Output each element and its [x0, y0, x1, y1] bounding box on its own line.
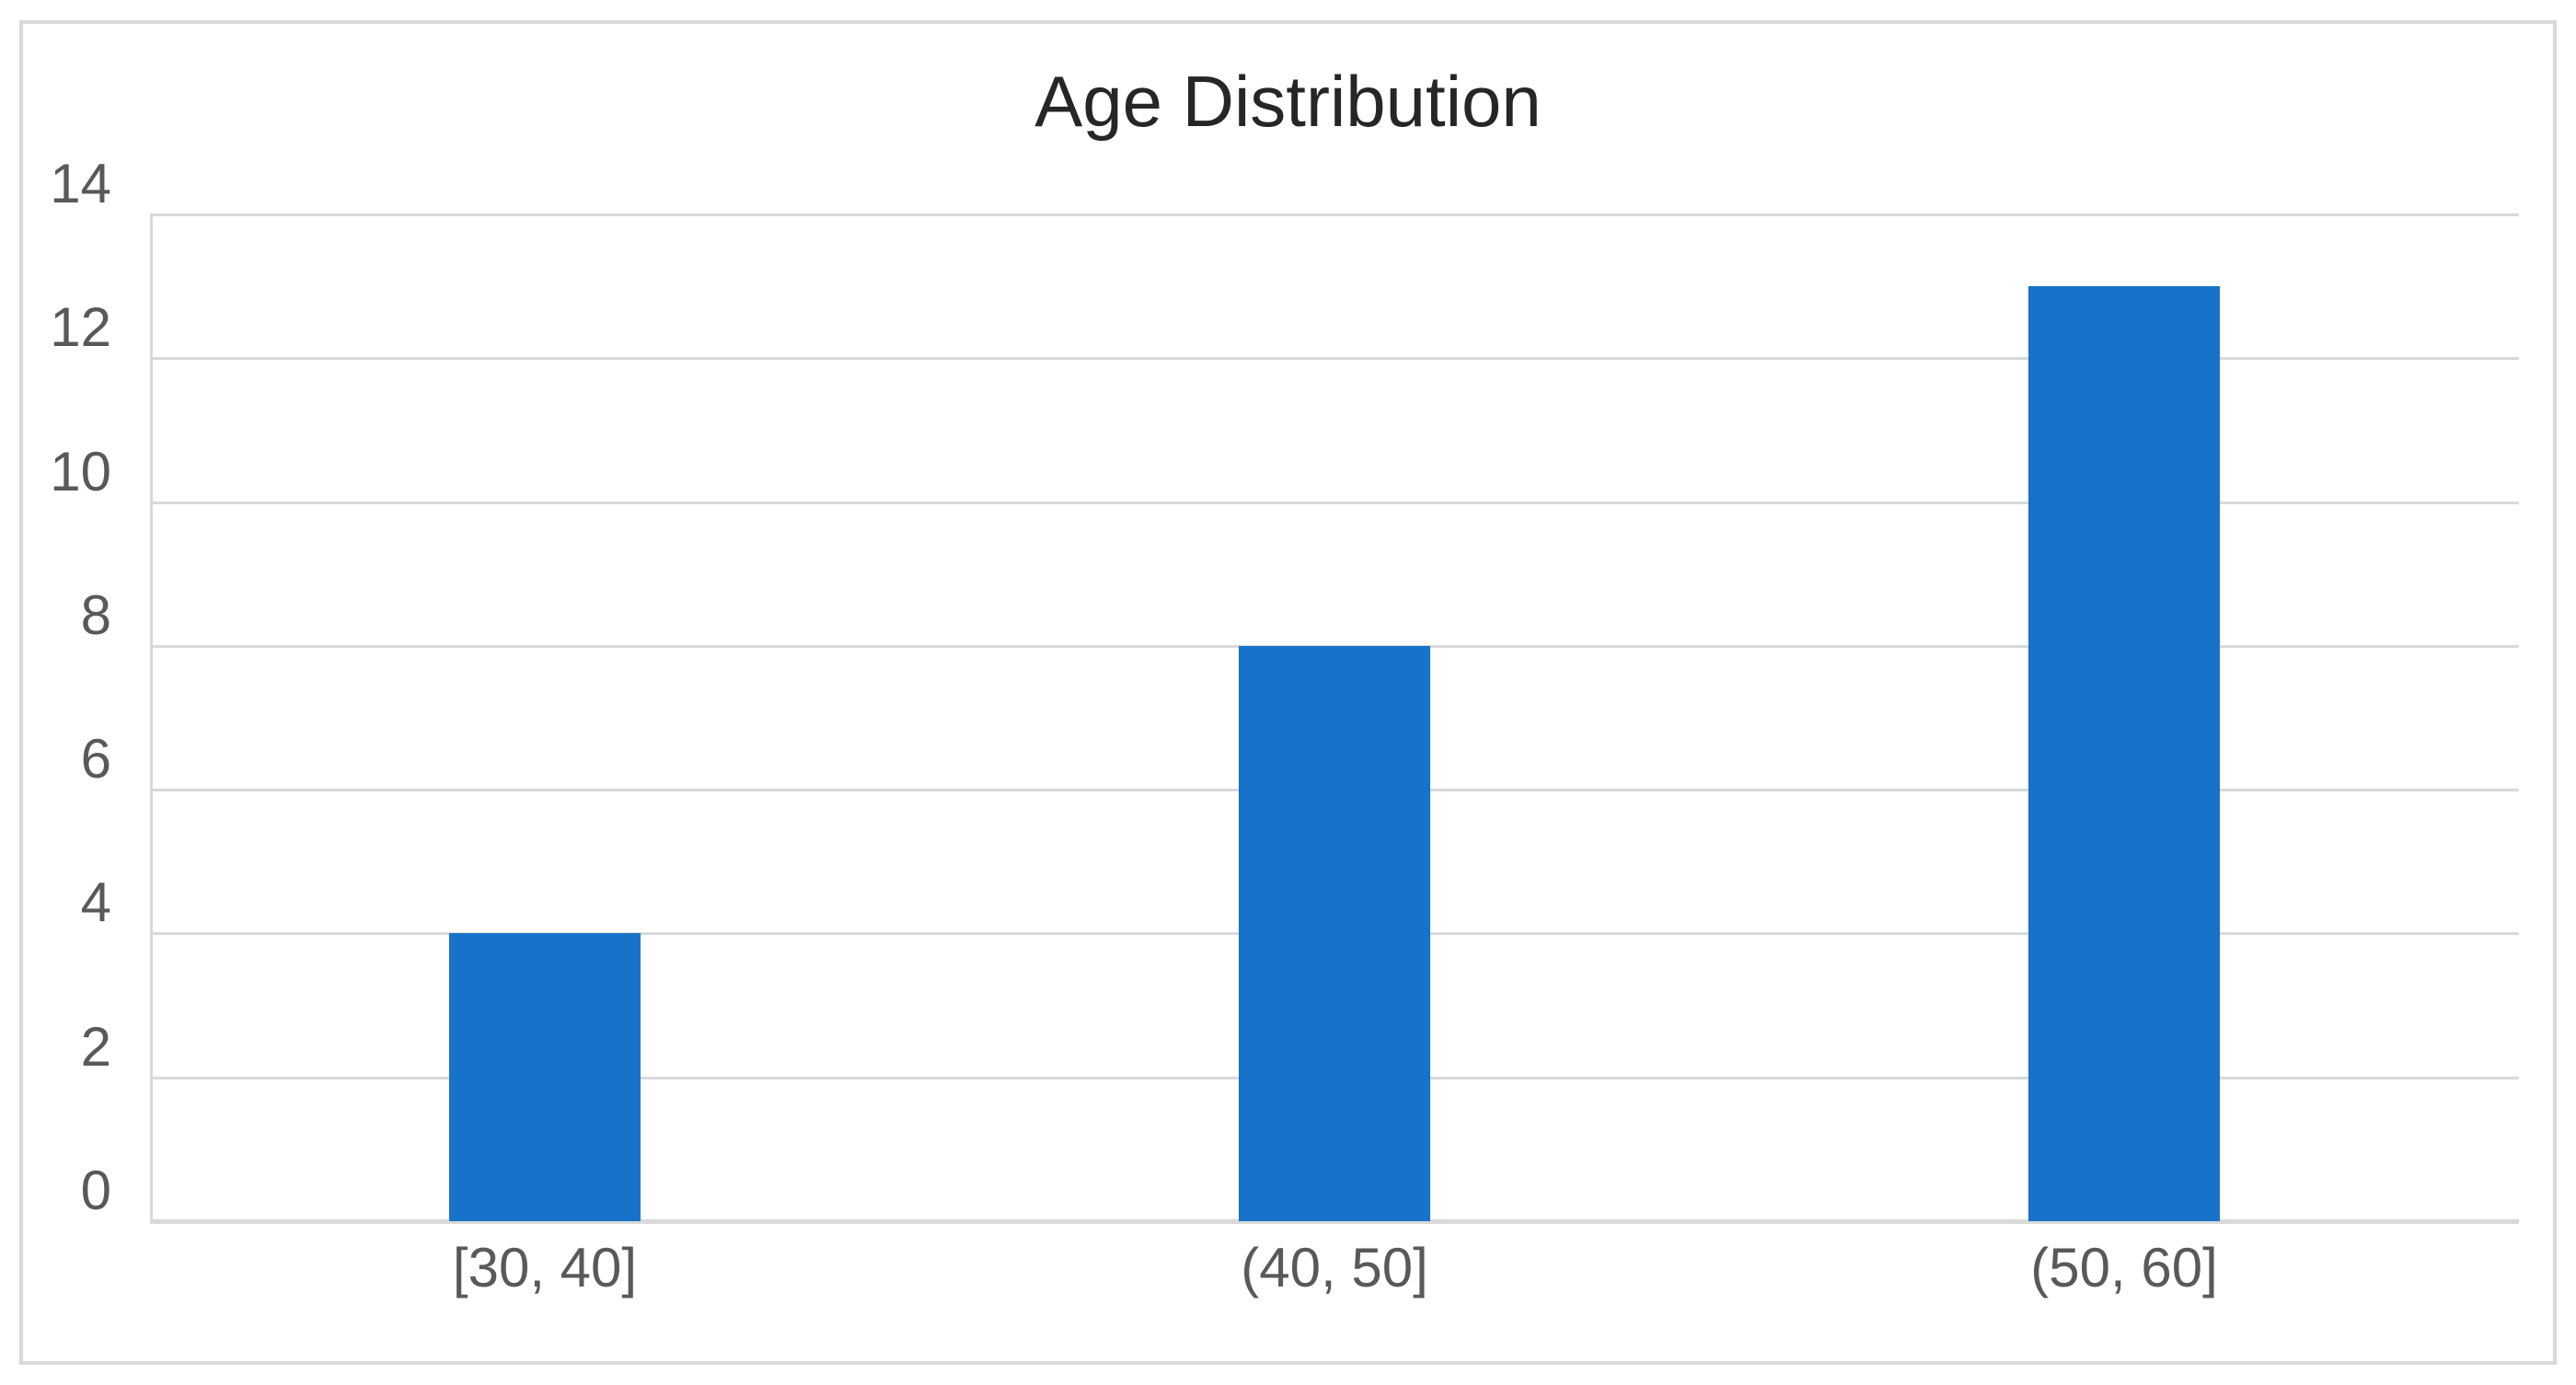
bar-slot — [150, 214, 940, 1221]
x-axis-line — [150, 1219, 2519, 1224]
gridline — [150, 357, 2519, 361]
x-axis-category-labels: [30, 40] (40, 50] (50, 60] — [150, 1241, 2519, 1296]
bar[interactable] — [1239, 645, 1430, 1221]
chart-frame[interactable]: Age Distribution [30, 40] (40, 50] (50, 60… — [19, 20, 2557, 1365]
bar-slot — [940, 214, 1729, 1221]
y-tick-label: 6 — [80, 728, 111, 791]
x-category-label: [30, 40] — [452, 1237, 638, 1298]
y-tick-label: 0 — [80, 1160, 111, 1221]
bars-row — [150, 214, 2519, 1221]
x-category-label: (50, 60] — [2030, 1237, 2218, 1298]
y-tick-label: 2 — [80, 1015, 111, 1078]
bar[interactable] — [2028, 286, 2220, 1221]
y-tick-label: 12 — [50, 296, 111, 359]
y-axis-line — [150, 214, 153, 1223]
chart-title: Age Distribution — [1034, 61, 1542, 142]
y-tick-label: 14 — [50, 153, 111, 214]
bar[interactable] — [449, 933, 641, 1221]
bar-slot — [1729, 214, 2519, 1221]
y-tick-label: 8 — [80, 583, 111, 646]
x-category-label: (40, 50] — [1241, 1237, 1428, 1298]
y-tick-label: 10 — [50, 440, 111, 502]
plot-area — [150, 214, 2519, 1224]
gridline — [150, 501, 2519, 504]
gridline — [150, 214, 2519, 216]
y-tick-label: 4 — [80, 871, 111, 934]
